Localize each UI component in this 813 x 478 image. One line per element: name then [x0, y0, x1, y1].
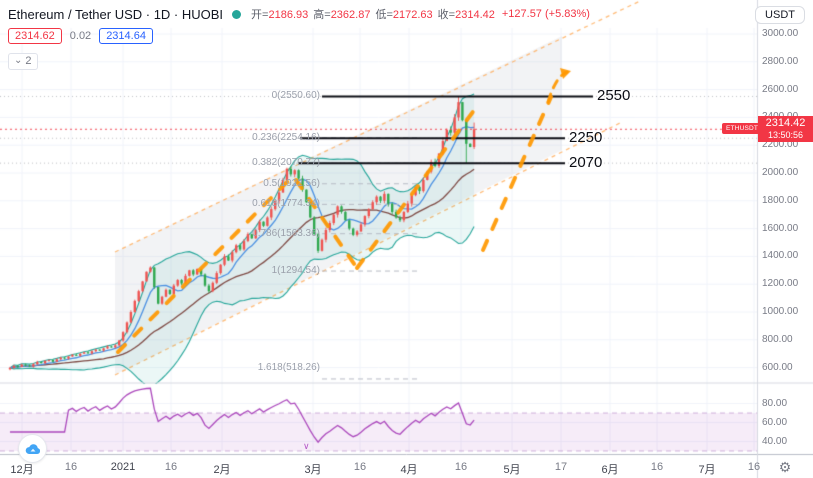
time-axis-label: 16 [454, 461, 468, 473]
fib-retracement-label: 0.5(1922.56) [263, 177, 320, 189]
price-axis-label: 1400.00 [762, 250, 799, 262]
ohlc-label: 开= [251, 9, 269, 21]
horizontal-line-label[interactable]: 2550 [597, 87, 631, 105]
axis-settings-gear-icon[interactable]: ⚙ [778, 458, 792, 475]
time-axis-label: 6月 [601, 464, 619, 476]
spread-value: 0.02 [69, 29, 92, 42]
ask-price-box[interactable]: 2314.64 [99, 27, 153, 44]
ohlc-value: 2172.63 [392, 9, 433, 21]
countdown-timer: 13:50:56 [767, 130, 804, 141]
price-axis-label: 1800.00 [762, 194, 799, 206]
ohlc-label: 低= [375, 9, 393, 21]
rsi-axis-label: 60.00 [762, 416, 788, 428]
price-axis-label: 1000.00 [762, 306, 799, 317]
fib-retracement-label: 0.786(1563.36) [252, 227, 320, 239]
last-price-tag: 2314.42 13:50:56 [758, 116, 813, 143]
fib-retracement-label: 1.618(518.26) [257, 362, 320, 373]
price-axis-label: 1600.00 [762, 222, 799, 234]
time-axis-label: 3月 [304, 464, 322, 476]
price-axis-label: 2200.00 [762, 139, 799, 151]
fib-retracement-label: 0.618(1774.34) [252, 198, 320, 210]
time-axis-label: 12月 [10, 464, 34, 476]
rsi-axis-label: 40.00 [762, 435, 788, 447]
ohlc-label: 高= [313, 9, 331, 21]
price-axis-label: 3000.00 [762, 28, 799, 39]
indicators-collapse-button[interactable]: ⌄ 2 [8, 52, 38, 70]
cloud-icon [25, 443, 40, 454]
ohlc-value: 2362.87 [330, 9, 371, 21]
time-axis-label: 16 [353, 461, 367, 473]
price-axis-label: 2000.00 [762, 167, 799, 178]
time-axis-label: 5月 [503, 464, 521, 476]
price-axis-label: 1200.00 [762, 278, 799, 290]
time-axis-label: 16 [650, 461, 664, 473]
price-axis-label: 600.00 [762, 361, 793, 373]
time-axis-label: 16 [747, 461, 761, 473]
fib-retracement-label: 0(2550.60) [271, 90, 320, 102]
fib-retracement-label: 1(1294.54) [271, 265, 320, 277]
ohlc-values: 开=2186.93 高=2362.87 低=2172.63 收=2314.42 [251, 6, 500, 22]
rsi-dip-marker: ∨ [303, 441, 310, 451]
publish-cloud-button[interactable] [18, 434, 47, 463]
market-status-dot [232, 9, 242, 19]
last-price-value: 2314.42 [765, 117, 806, 130]
ohlc-label: 收= [437, 9, 456, 21]
time-axis-label: 2021 [110, 461, 136, 473]
ohlc-value: 2314.42 [455, 9, 495, 21]
time-axis-label: 16 [164, 461, 178, 473]
ohlc-value: 2186.93 [268, 9, 309, 21]
bid-price-box[interactable]: 2314.62 [8, 27, 62, 44]
price-axis-label: 2600.00 [762, 83, 799, 95]
horizontal-line-label[interactable]: 2070 [569, 154, 603, 172]
rsi-axis-label: 80.00 [762, 397, 788, 409]
time-axis-label: 17 [554, 461, 568, 473]
time-axis-label: 2月 [213, 464, 231, 476]
time-axis-label: 4月 [400, 464, 418, 476]
fib-retracement-label: 0.382(2070.77) [252, 157, 320, 169]
horizontal-line-label[interactable]: 2250 [569, 129, 603, 147]
price-axis-label: 2800.00 [762, 55, 799, 67]
fib-retracement-label: 0.236(2254.16) [252, 131, 320, 143]
currency-toggle-button[interactable]: USDT [755, 6, 805, 24]
chart-header: Ethereum / Tether USD · 1D · HUOBI 开=218… [8, 6, 590, 70]
chevron-down-icon: ⌄ [14, 55, 23, 66]
time-axis-label: 16 [64, 461, 78, 473]
price-axis-label: 800.00 [762, 333, 793, 345]
indicators-count: 2 [25, 55, 32, 67]
change-value: +127.57 (+5.83%) [501, 8, 590, 20]
symbol-title[interactable]: Ethereum / Tether USD · 1D · HUOBI [8, 6, 224, 22]
time-axis-label: 7月 [698, 464, 716, 476]
symbol-price-chip: ETHUSDT [722, 123, 763, 135]
